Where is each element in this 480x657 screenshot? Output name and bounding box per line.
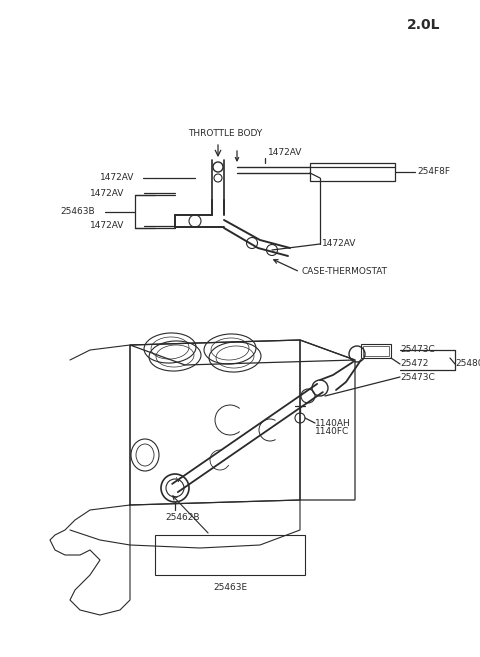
Text: 25473C: 25473C bbox=[400, 346, 435, 355]
Text: 25462B: 25462B bbox=[165, 513, 200, 522]
Text: 1472AV: 1472AV bbox=[90, 189, 124, 198]
Text: 254F8F: 254F8F bbox=[417, 168, 450, 177]
Bar bbox=[363, 346, 389, 356]
Text: 1472AV: 1472AV bbox=[322, 240, 356, 248]
Bar bbox=[361, 344, 391, 358]
Text: 25463E: 25463E bbox=[213, 583, 247, 592]
Bar bbox=[310, 163, 395, 181]
Text: 1472AV: 1472AV bbox=[90, 221, 124, 231]
Text: 25463B: 25463B bbox=[60, 208, 95, 217]
Text: CASE-THERMOSTAT: CASE-THERMOSTAT bbox=[302, 267, 388, 277]
Text: 25472: 25472 bbox=[400, 359, 428, 369]
Text: 1140FC: 1140FC bbox=[315, 428, 349, 436]
Text: V: V bbox=[176, 477, 180, 483]
Bar bbox=[155, 535, 305, 575]
Text: 1472AV: 1472AV bbox=[100, 173, 134, 183]
Text: THROTTLE BODY: THROTTLE BODY bbox=[188, 129, 262, 138]
Text: 1472AV: 1472AV bbox=[268, 148, 302, 157]
Text: 25480: 25480 bbox=[455, 359, 480, 369]
Text: 25473C: 25473C bbox=[400, 373, 435, 382]
Text: 1140AH: 1140AH bbox=[315, 419, 351, 428]
Text: 2.0L: 2.0L bbox=[407, 18, 440, 32]
